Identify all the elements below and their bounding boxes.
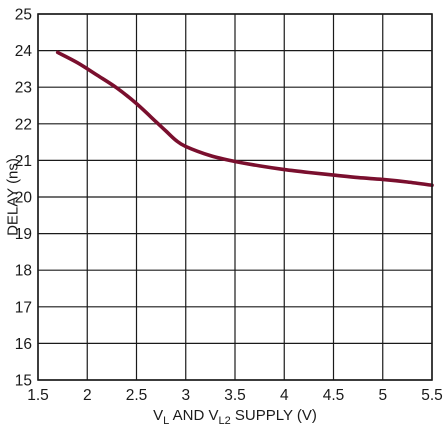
plot-frame bbox=[37, 13, 433, 381]
x-tick-label: 5.5 bbox=[421, 387, 443, 404]
y-axis-label: DELAY (ns) bbox=[5, 158, 22, 236]
grid bbox=[37, 13, 433, 381]
y-tick-label: 20 bbox=[15, 190, 33, 207]
x-axis-label: VL AND VL2 SUPPLY (V) bbox=[153, 407, 317, 427]
x-tick-label: 2.5 bbox=[126, 387, 148, 404]
y-tick-label: 24 bbox=[15, 43, 33, 60]
x-tick-label: 5 bbox=[378, 387, 387, 404]
x-tick-label: 3.5 bbox=[224, 387, 246, 404]
y-tick-label: 17 bbox=[15, 299, 32, 316]
y-tick-labels: 15 16 17 18 19 20 21 22 23 24 25 bbox=[15, 7, 33, 390]
y-tick-label: 23 bbox=[15, 80, 32, 97]
y-tick-label: 15 bbox=[15, 373, 32, 390]
x-axis-label-subscript: L bbox=[163, 415, 169, 427]
x-axis-label-part: SUPPLY (V) bbox=[231, 407, 317, 424]
y-tick-label: 25 bbox=[15, 7, 32, 24]
y-tick-label: 19 bbox=[15, 226, 32, 243]
y-tick-label: 22 bbox=[15, 116, 32, 133]
x-axis-label-part: AND V bbox=[169, 407, 218, 424]
x-tick-label: 1.5 bbox=[27, 387, 49, 404]
y-tick-label: 18 bbox=[15, 263, 32, 280]
x-tick-labels: 1.5 2 2.5 3 3.5 4 4.5 5 5.5 bbox=[27, 387, 443, 404]
x-axis-label-part: V bbox=[153, 407, 163, 424]
delay-series-line bbox=[55, 50, 434, 188]
x-tick-label: 4.5 bbox=[323, 387, 345, 404]
y-tick-label: 21 bbox=[15, 153, 32, 170]
x-axis-label-subscript: L2 bbox=[218, 415, 230, 427]
x-tick-label: 4 bbox=[280, 387, 289, 404]
series-layer bbox=[55, 50, 434, 188]
x-tick-label: 2 bbox=[83, 387, 92, 404]
x-tick-label: 3 bbox=[181, 387, 190, 404]
y-tick-label: 16 bbox=[15, 336, 32, 353]
